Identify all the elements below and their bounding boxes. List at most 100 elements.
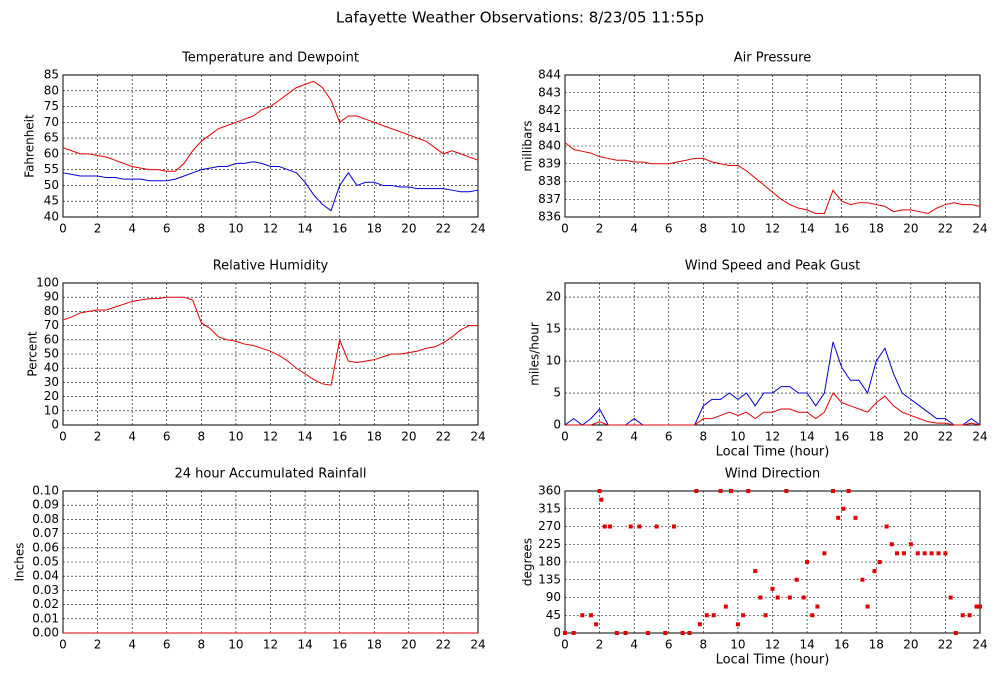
x-tick-label: 22 bbox=[938, 430, 953, 444]
x-tick-label: 6 bbox=[163, 430, 171, 444]
x-tick-label: 0 bbox=[59, 430, 67, 444]
data-point bbox=[884, 524, 889, 529]
x-tick-label: 22 bbox=[938, 638, 953, 652]
data-point bbox=[753, 569, 758, 574]
data-point bbox=[563, 631, 567, 635]
data-point bbox=[735, 622, 740, 627]
data-point bbox=[746, 489, 751, 493]
y-axis-label: Fahrenheit bbox=[23, 114, 37, 178]
y-tick-label: 80 bbox=[44, 83, 59, 97]
y-tick-label: 840 bbox=[538, 139, 561, 153]
data-point bbox=[805, 560, 810, 564]
x-tick-label: 18 bbox=[367, 222, 382, 236]
y-axis-label: Percent bbox=[26, 331, 40, 376]
x-tick-label: 20 bbox=[401, 638, 416, 652]
x-tick-label: 16 bbox=[332, 430, 347, 444]
x-tick-label: 22 bbox=[436, 638, 451, 652]
x-tick-label: 2 bbox=[596, 430, 604, 444]
data-point bbox=[960, 613, 965, 618]
data-point bbox=[637, 524, 642, 529]
y-tick-label: 20 bbox=[546, 290, 561, 304]
chart-title: 24 hour Accumulated Rainfall bbox=[174, 467, 366, 482]
y-tick-label: 70 bbox=[44, 318, 59, 332]
x-tick-label: 6 bbox=[665, 222, 673, 236]
data-point bbox=[614, 631, 619, 635]
data-point bbox=[594, 622, 599, 627]
y-tick-label: 50 bbox=[44, 178, 59, 192]
y-tick-label: 844 bbox=[538, 68, 561, 82]
y-tick-label: 80 bbox=[44, 304, 59, 318]
x-tick-label: 22 bbox=[938, 222, 953, 236]
data-point bbox=[908, 542, 913, 547]
x-tick-label: 8 bbox=[700, 430, 708, 444]
x-tick-label: 24 bbox=[470, 222, 485, 236]
x-tick-label: 24 bbox=[972, 638, 987, 652]
x-tick-label: 12 bbox=[765, 430, 780, 444]
data-point bbox=[936, 551, 941, 556]
x-tick-label: 16 bbox=[834, 430, 849, 444]
data-point bbox=[723, 604, 728, 609]
y-tick-label: 90 bbox=[546, 590, 561, 604]
data-point bbox=[943, 551, 948, 556]
y-tick-label: 841 bbox=[538, 121, 561, 135]
y-tick-label: 0.06 bbox=[32, 540, 59, 554]
data-line bbox=[564, 142, 981, 214]
x-tick-label: 2 bbox=[94, 638, 102, 652]
y-tick-label: 843 bbox=[538, 85, 561, 99]
y-tick-label: 60 bbox=[44, 332, 59, 346]
y-tick-label: 180 bbox=[538, 555, 561, 569]
x-tick-label: 12 bbox=[263, 222, 278, 236]
x-tick-label: 0 bbox=[561, 430, 569, 444]
x-tick-label: 0 bbox=[59, 638, 67, 652]
x-tick-label: 6 bbox=[163, 222, 171, 236]
chart-title: Wind Speed and Peak Gust bbox=[685, 259, 860, 274]
data-line bbox=[62, 296, 478, 386]
chart-title: Relative Humidity bbox=[213, 259, 329, 274]
data-line bbox=[62, 80, 479, 172]
data-point bbox=[784, 489, 789, 493]
x-tick-label: 12 bbox=[765, 222, 780, 236]
y-axis-label: millibars bbox=[521, 120, 535, 171]
x-tick-label: 0 bbox=[561, 222, 569, 236]
x-tick-label: 16 bbox=[332, 638, 347, 652]
x-tick-label: 2 bbox=[596, 638, 604, 652]
x-tick-label: 16 bbox=[834, 222, 849, 236]
data-point bbox=[787, 595, 792, 600]
y-tick-label: 5 bbox=[553, 386, 561, 400]
data-point bbox=[895, 551, 899, 556]
x-tick-label: 12 bbox=[263, 638, 278, 652]
x-tick-label: 20 bbox=[903, 638, 918, 652]
y-tick-label: 70 bbox=[44, 115, 59, 129]
data-point bbox=[741, 613, 746, 618]
y-tick-label: 10 bbox=[546, 354, 561, 368]
x-tick-label: 20 bbox=[903, 430, 918, 444]
data-point bbox=[865, 604, 870, 609]
data-point bbox=[729, 489, 733, 493]
plot-frame bbox=[62, 74, 479, 218]
x-tick-label: 8 bbox=[700, 222, 708, 236]
data-point bbox=[967, 613, 972, 618]
data-point bbox=[588, 613, 593, 618]
y-tick-label: 0.07 bbox=[32, 526, 59, 540]
data-point bbox=[978, 604, 982, 609]
data-point bbox=[915, 551, 920, 556]
data-point bbox=[704, 613, 709, 618]
data-point bbox=[671, 524, 676, 529]
y-tick-label: 0.03 bbox=[32, 583, 59, 597]
x-tick-label: 14 bbox=[799, 222, 814, 236]
y-tick-label: 0.00 bbox=[32, 626, 59, 640]
y-axis-label: miles/hour bbox=[528, 322, 542, 386]
data-point bbox=[763, 613, 768, 618]
chart-title: Temperature and Dewpoint bbox=[181, 51, 359, 66]
y-tick-label: 842 bbox=[538, 103, 561, 117]
y-tick-label: 85 bbox=[44, 68, 59, 82]
data-point bbox=[794, 577, 799, 582]
data-line bbox=[565, 392, 981, 426]
x-tick-label: 10 bbox=[228, 222, 243, 236]
data-point bbox=[815, 604, 820, 609]
data-point bbox=[711, 613, 716, 618]
x-tick-label: 18 bbox=[367, 430, 382, 444]
data-point bbox=[922, 551, 927, 556]
y-tick-label: 15 bbox=[546, 322, 561, 336]
x-tick-label: 20 bbox=[903, 222, 918, 236]
